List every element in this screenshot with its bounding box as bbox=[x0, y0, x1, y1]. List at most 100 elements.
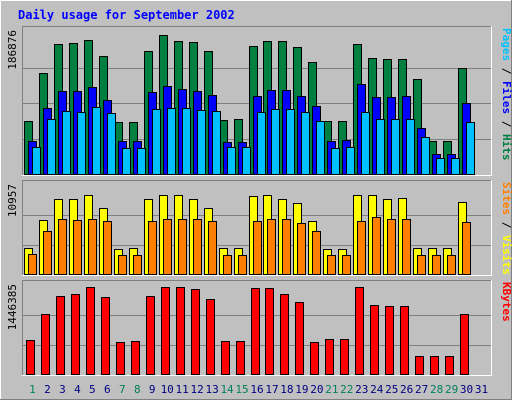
bar-kbytes-day-15 bbox=[236, 341, 245, 375]
bar-sites-day-18 bbox=[282, 219, 291, 275]
x-tick-label: 29 bbox=[445, 383, 458, 396]
bar-pages-day-17 bbox=[271, 109, 280, 175]
panel-kbytes: 1446385 KBytes bbox=[6, 280, 512, 376]
x-tick-label: 10 bbox=[161, 383, 174, 396]
bar-kbytes-day-12 bbox=[191, 289, 200, 375]
bar-kbytes-day-7 bbox=[116, 342, 125, 375]
bar-sites-day-19 bbox=[297, 223, 306, 275]
x-tick-label: 27 bbox=[415, 383, 428, 396]
bar-kbytes-day-29 bbox=[445, 356, 454, 375]
bar-pages-day-15 bbox=[242, 147, 251, 175]
bar-sites-day-20 bbox=[312, 231, 321, 275]
bar-kbytes-day-11 bbox=[176, 287, 185, 375]
bar-sites-day-17 bbox=[267, 219, 276, 275]
bar-kbytes-day-24 bbox=[370, 305, 379, 375]
bar-pages-day-8 bbox=[137, 148, 146, 175]
bar-pages-day-26 bbox=[406, 119, 415, 175]
x-tick-label: 16 bbox=[250, 383, 263, 396]
x-tick-label: 25 bbox=[385, 383, 398, 396]
bar-sites-day-27 bbox=[417, 255, 426, 275]
bar-sites-day-12 bbox=[193, 219, 202, 275]
bar-pages-day-13 bbox=[212, 111, 221, 175]
bar-pages-day-21 bbox=[331, 148, 340, 175]
x-tick-label: 19 bbox=[295, 383, 308, 396]
bar-pages-day-9 bbox=[152, 109, 161, 175]
bar-kbytes-day-27 bbox=[415, 356, 424, 375]
bar-sites-day-6 bbox=[103, 221, 112, 275]
bar-pages-day-28 bbox=[436, 158, 445, 175]
bar-sites-day-24 bbox=[372, 217, 381, 275]
bar-sites-day-5 bbox=[88, 219, 97, 275]
bar-pages-day-7 bbox=[122, 148, 131, 175]
bar-kbytes-day-10 bbox=[161, 287, 170, 375]
series-legend: KBytes bbox=[500, 282, 512, 322]
x-tick-label: 9 bbox=[149, 383, 156, 396]
bar-pages-day-30 bbox=[466, 122, 475, 175]
bar-pages-day-19 bbox=[301, 112, 310, 175]
bar-sites-day-29 bbox=[447, 255, 456, 275]
x-tick-label: 3 bbox=[59, 383, 66, 396]
bar-kbytes-day-8 bbox=[131, 341, 140, 375]
bar-pages-day-5 bbox=[92, 107, 101, 175]
x-tick-label: 12 bbox=[191, 383, 204, 396]
bar-pages-day-20 bbox=[316, 121, 325, 175]
bar-kbytes-day-20 bbox=[310, 342, 319, 375]
bar-sites-day-3 bbox=[58, 219, 67, 275]
bar-kbytes-day-17 bbox=[265, 288, 274, 375]
bar-pages-day-22 bbox=[346, 147, 355, 175]
bar-sites-day-28 bbox=[432, 255, 441, 275]
bar-kbytes-day-14 bbox=[221, 341, 230, 375]
bar-sites-day-25 bbox=[387, 219, 396, 275]
y-max-label: 186876 bbox=[6, 30, 19, 70]
x-tick-label: 21 bbox=[325, 383, 338, 396]
bar-sites-day-8 bbox=[133, 255, 142, 275]
x-tick-label: 8 bbox=[134, 383, 141, 396]
panel-visits-sites: 10957 Sites / Visits bbox=[6, 180, 512, 276]
bar-pages-day-18 bbox=[286, 109, 295, 175]
x-tick-label: 15 bbox=[235, 383, 248, 396]
bar-sites-day-23 bbox=[357, 221, 366, 275]
bar-sites-day-11 bbox=[178, 219, 187, 275]
bar-kbytes-day-4 bbox=[71, 294, 80, 375]
bar-kbytes-day-5 bbox=[86, 287, 95, 375]
y-max-label: 1446385 bbox=[6, 284, 19, 330]
bar-kbytes-day-25 bbox=[385, 306, 394, 375]
bar-sites-day-30 bbox=[462, 222, 471, 275]
x-tick-label: 24 bbox=[370, 383, 384, 396]
panel-hits-files-pages: 186876 Pages / Files / Hits bbox=[6, 26, 512, 176]
bar-sites-day-4 bbox=[73, 220, 82, 275]
bar-kbytes-day-28 bbox=[430, 356, 439, 375]
bar-pages-day-25 bbox=[391, 119, 400, 175]
bar-pages-day-23 bbox=[361, 112, 370, 175]
x-tick-label: 14 bbox=[220, 383, 234, 396]
x-tick-label: 2 bbox=[44, 383, 51, 396]
bar-pages-day-16 bbox=[257, 112, 266, 175]
bar-kbytes-day-3 bbox=[56, 296, 65, 375]
x-tick-label: 31 bbox=[475, 383, 488, 396]
bar-sites-day-16 bbox=[253, 221, 262, 275]
x-tick-label: 23 bbox=[355, 383, 368, 396]
bar-kbytes-day-18 bbox=[280, 294, 289, 375]
x-tick-label: 6 bbox=[104, 383, 111, 396]
x-tick-label: 22 bbox=[340, 383, 353, 396]
bar-pages-day-24 bbox=[376, 119, 385, 175]
bar-pages-day-27 bbox=[421, 137, 430, 175]
x-tick-label: 26 bbox=[400, 383, 413, 396]
bar-kbytes-day-13 bbox=[206, 299, 215, 375]
bar-pages-day-4 bbox=[77, 112, 86, 175]
bar-sites-day-9 bbox=[148, 221, 157, 275]
bar-sites-day-22 bbox=[342, 255, 351, 275]
x-tick-label: 1 bbox=[29, 383, 36, 396]
bar-pages-day-12 bbox=[197, 110, 206, 175]
bar-sites-day-15 bbox=[238, 255, 247, 275]
bar-sites-day-1 bbox=[28, 254, 37, 275]
x-tick-label: 13 bbox=[205, 383, 218, 396]
x-tick-label: 5 bbox=[89, 383, 96, 396]
bar-pages-day-2 bbox=[47, 119, 56, 175]
bar-pages-day-3 bbox=[62, 111, 71, 175]
bar-kbytes-day-19 bbox=[295, 302, 304, 375]
x-tick-label: 20 bbox=[310, 383, 323, 396]
x-tick-label: 7 bbox=[119, 383, 126, 396]
bar-sites-day-14 bbox=[223, 255, 232, 275]
